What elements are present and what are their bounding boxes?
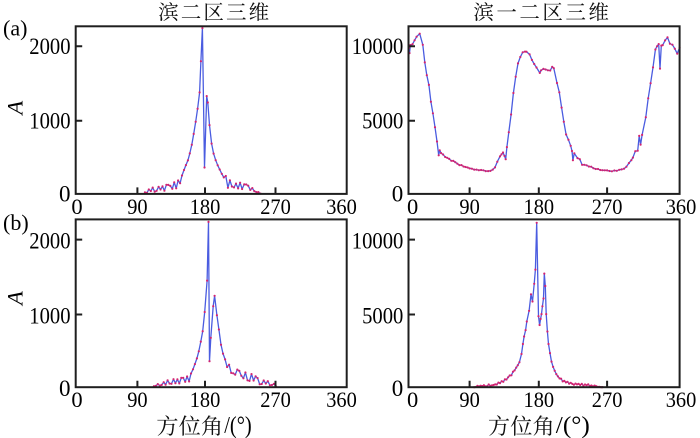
svg-text:A: A	[3, 101, 28, 117]
svg-text:/(°): /(°)	[224, 413, 252, 438]
svg-text:0: 0	[71, 194, 82, 219]
svg-text:180: 180	[524, 387, 555, 412]
svg-text:270: 270	[592, 194, 623, 219]
svg-text:0: 0	[59, 181, 71, 206]
svg-text:A: A	[3, 291, 28, 307]
svg-text:360: 360	[326, 194, 357, 219]
svg-text:90: 90	[127, 387, 147, 412]
svg-text:270: 270	[260, 194, 291, 219]
svg-text:360: 360	[666, 387, 697, 412]
svg-text:180: 180	[190, 194, 221, 219]
svg-text:180: 180	[190, 387, 221, 412]
svg-text:1000: 1000	[29, 108, 70, 133]
svg-text:270: 270	[592, 387, 623, 412]
svg-text:5000: 5000	[362, 108, 403, 133]
svg-text:1000: 1000	[29, 303, 70, 328]
svg-text:10000: 10000	[352, 229, 404, 254]
svg-text:360: 360	[326, 387, 357, 412]
svg-text:2000: 2000	[29, 229, 70, 254]
svg-text:270: 270	[260, 387, 291, 412]
svg-text:0: 0	[392, 376, 404, 401]
svg-text:90: 90	[459, 387, 479, 412]
svg-text:2000: 2000	[29, 34, 70, 59]
svg-text:5000: 5000	[362, 303, 403, 328]
svg-text:0: 0	[71, 387, 82, 412]
svg-text:/(°): /(°)	[556, 413, 590, 438]
svg-text:0: 0	[392, 181, 404, 206]
svg-text:(b): (b)	[3, 210, 29, 235]
svg-text:0: 0	[407, 387, 418, 412]
svg-text:10000: 10000	[352, 34, 404, 59]
svg-text:0: 0	[59, 376, 71, 401]
svg-text:90: 90	[127, 194, 147, 219]
svg-text:0: 0	[407, 194, 418, 219]
svg-text:90: 90	[459, 194, 479, 219]
svg-text:180: 180	[524, 194, 555, 219]
svg-text:360: 360	[666, 194, 697, 219]
svg-text:(a): (a)	[3, 16, 27, 41]
